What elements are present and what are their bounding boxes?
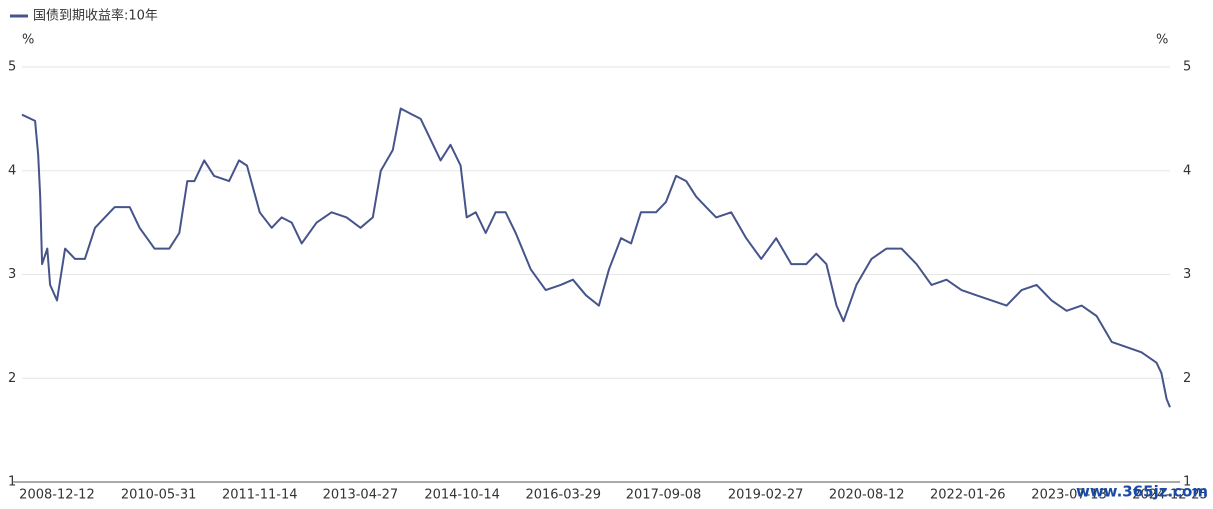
y-tick-label-right: 3 xyxy=(1183,267,1191,282)
line-series xyxy=(21,107,1171,408)
y-tick-label-right: 4 xyxy=(1183,163,1191,178)
y-tick-label: 5 xyxy=(8,60,16,75)
watermark: www.365jz.com xyxy=(1076,483,1208,501)
y-tick-label-right: 5 xyxy=(1183,60,1191,75)
x-tick-label: 2016-03-29 xyxy=(525,488,601,503)
x-tick-label: 2008-12-12 xyxy=(19,488,95,503)
x-tick-label: 2024-12-25 xyxy=(1132,488,1208,503)
y-tick-label: 3 xyxy=(8,267,16,282)
x-tick-label: 2011-11-14 xyxy=(222,488,298,503)
y-tick-label-right: 1 xyxy=(1183,475,1191,490)
x-tick-label: 2017-09-08 xyxy=(626,488,702,503)
y-tick-label: 2 xyxy=(8,371,16,386)
x-tick-label: 2014-10-14 xyxy=(424,488,500,503)
y-unit-right: % xyxy=(1156,33,1168,48)
y-tick-label: 4 xyxy=(8,163,16,178)
legend-label: 国债到期收益率:10年 xyxy=(33,8,158,24)
y-unit-left: % xyxy=(22,33,34,48)
x-tick-label: 2013-04-27 xyxy=(323,488,399,503)
y-tick-label-right: 2 xyxy=(1183,371,1191,386)
x-tick-label: 2022-01-26 xyxy=(930,488,1006,503)
x-tick-label: 2019-02-27 xyxy=(728,488,804,503)
x-tick-label: 2023-07-13 xyxy=(1031,488,1107,503)
x-tick-label: 2010-05-31 xyxy=(121,488,197,503)
x-tick-label: 2020-08-12 xyxy=(829,488,905,503)
